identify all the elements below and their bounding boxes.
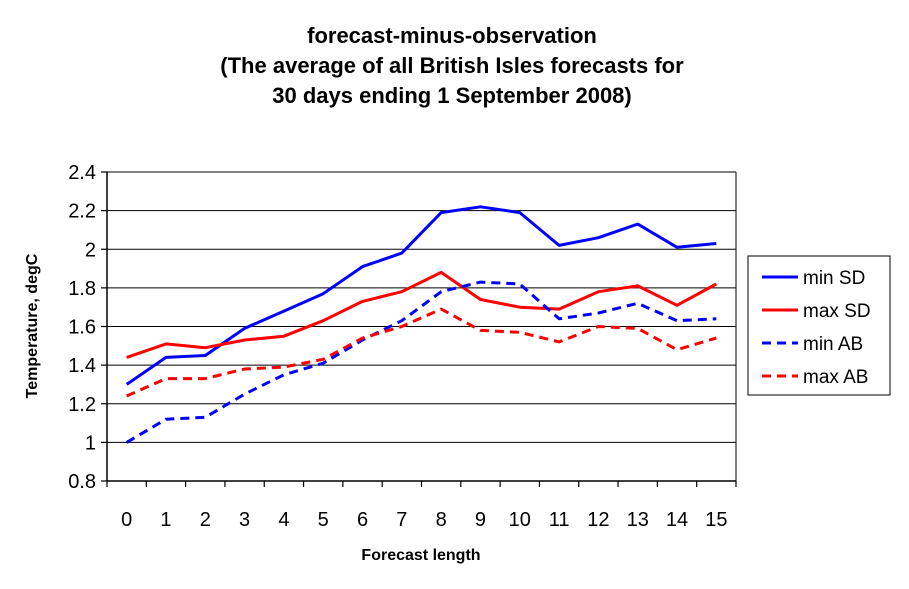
x-tick-label: 6	[357, 509, 368, 531]
y-tick-label: 2.2	[68, 201, 96, 223]
x-axis-label: Forecast length	[361, 547, 480, 564]
y-tick-label: 1.4	[68, 355, 96, 377]
x-tick-label: 8	[436, 509, 447, 531]
x-tick-label: 1	[160, 509, 171, 531]
y-tick-label: 0.8	[68, 471, 96, 493]
series-line-min-ab	[125, 280, 717, 444]
x-tick-label: 0	[121, 509, 132, 531]
legend-box	[747, 255, 891, 396]
chart-title-line-2: (The average of all British Isles foreca…	[220, 53, 684, 78]
x-tick-label: 4	[278, 509, 289, 531]
y-tick-label: 2	[85, 239, 96, 261]
legend: min SD max SD min AB max AB	[747, 255, 891, 396]
legend-label-min-sd: min SD	[803, 268, 865, 289]
x-tick-label: 10	[509, 509, 531, 531]
x-tick-label: 2	[200, 509, 211, 531]
plot-area: 0.811.21.41.61.822.22.40 1 2 3 4 5 6 7 8 9 10 11 12 1…	[68, 162, 737, 531]
series-line-max-ab	[126, 307, 717, 398]
x-tick-label: 14	[666, 509, 688, 531]
legend-label-min-ab: min AB	[803, 334, 863, 355]
y-tick-label: 1.6	[68, 317, 96, 339]
x-tick-label: 12	[587, 509, 609, 531]
x-tick-label: 3	[239, 509, 250, 531]
chart-title-line-3: 30 days ending 1 September 2008)	[272, 83, 632, 108]
y-tick-label: 1	[85, 432, 96, 454]
legend-label-max-sd: max SD	[803, 301, 871, 322]
x-tick-label: 15	[705, 509, 727, 531]
y-tick-label: 1.2	[68, 394, 96, 416]
chart-title-line-1: forecast-minus-observation	[307, 23, 597, 48]
x-tick-label: 9	[475, 509, 486, 531]
x-tick-label: 13	[627, 509, 649, 531]
y-tick-label: 2.4	[68, 162, 96, 184]
x-tick-label: 11	[549, 509, 570, 531]
x-tick-label: 7	[396, 509, 407, 531]
legend-label-max-ab: max AB	[803, 367, 868, 388]
y-tick-label: 1.8	[68, 278, 96, 300]
y-axis-label: Temperature, degC	[24, 253, 41, 398]
x-tick-label: 5	[318, 509, 329, 531]
series-line-max-sd	[126, 270, 718, 359]
chart-title: forecast-minus-observation (The average …	[220, 23, 684, 108]
series-line-min-sd	[125, 205, 717, 386]
